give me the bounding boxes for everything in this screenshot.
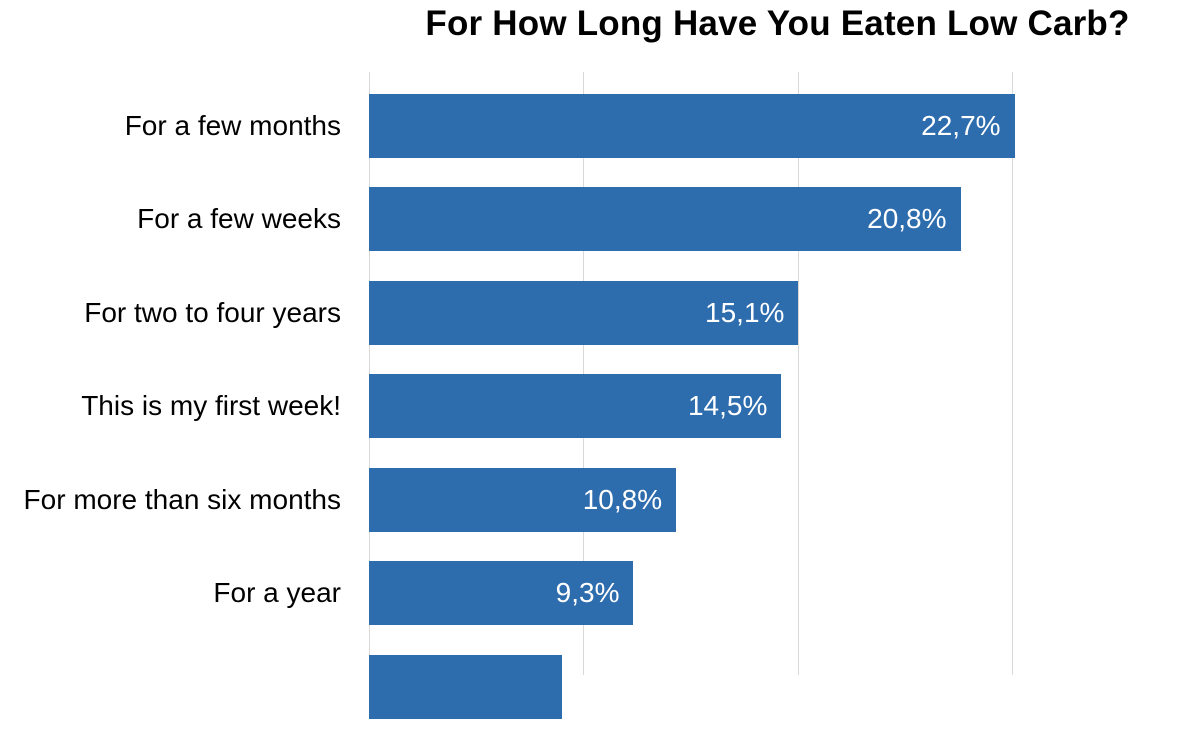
category-label: For more than six months [23,483,341,515]
bar-track: 10,8% [369,453,1200,547]
bar: 10,8% [369,467,677,532]
chart-row: For a few weeks 20,8% [0,173,1200,267]
bar [369,654,563,719]
chart-row: For two to four years 15,1% [0,266,1200,360]
bar: 20,8% [369,187,961,252]
category-label: This is my first week! [81,390,341,422]
bar-value-label: 14,5% [687,390,768,422]
bar: 14,5% [369,374,782,439]
chart-row: For a year 9,3% [0,547,1200,641]
bar-track: 9,3% [369,547,1200,641]
bar-value-label: 22,7% [921,109,1001,141]
chart-row: For a few months 22,7% [0,79,1200,173]
bar-track: 15,1% [369,266,1200,360]
chart-title: For How Long Have You Eaten Low Carb? [425,4,1130,43]
category-label: For a few months [124,109,341,141]
bar-track [369,640,1200,734]
vertical-gridline [369,72,370,675]
bar-track: 14,5% [369,360,1200,454]
bar-value-label: 9,3% [555,577,620,609]
chart-row: This is my first week! 14,5% [0,360,1200,454]
vertical-gridline [797,72,799,675]
category-label: For a few weeks [137,203,341,235]
vertical-gridline [583,72,585,675]
category-label: For two to four years [84,296,341,328]
chart-canvas: { "chart_data": { "type": "bar", "orient… [23,4,1200,719]
bar-track: 20,8% [369,173,1200,267]
category-label: For a year [213,577,341,609]
bar-value-label: 15,1% [705,296,785,328]
chart-row: For more than six months 10,8% [0,453,1200,547]
bar: 15,1% [369,280,799,345]
chart-row [0,640,1200,734]
vertical-gridline [1011,72,1013,675]
bar: 9,3% [369,561,634,626]
plot-area [369,72,1200,675]
bar-value-label: 20,8% [867,203,947,235]
bar: 22,7% [369,93,1015,158]
bar-value-label: 10,8% [582,483,663,515]
bar-rows: For a few months 22,7% For a few weeks 20,8… [0,79,1200,734]
bar-track: 22,7% [369,79,1200,173]
